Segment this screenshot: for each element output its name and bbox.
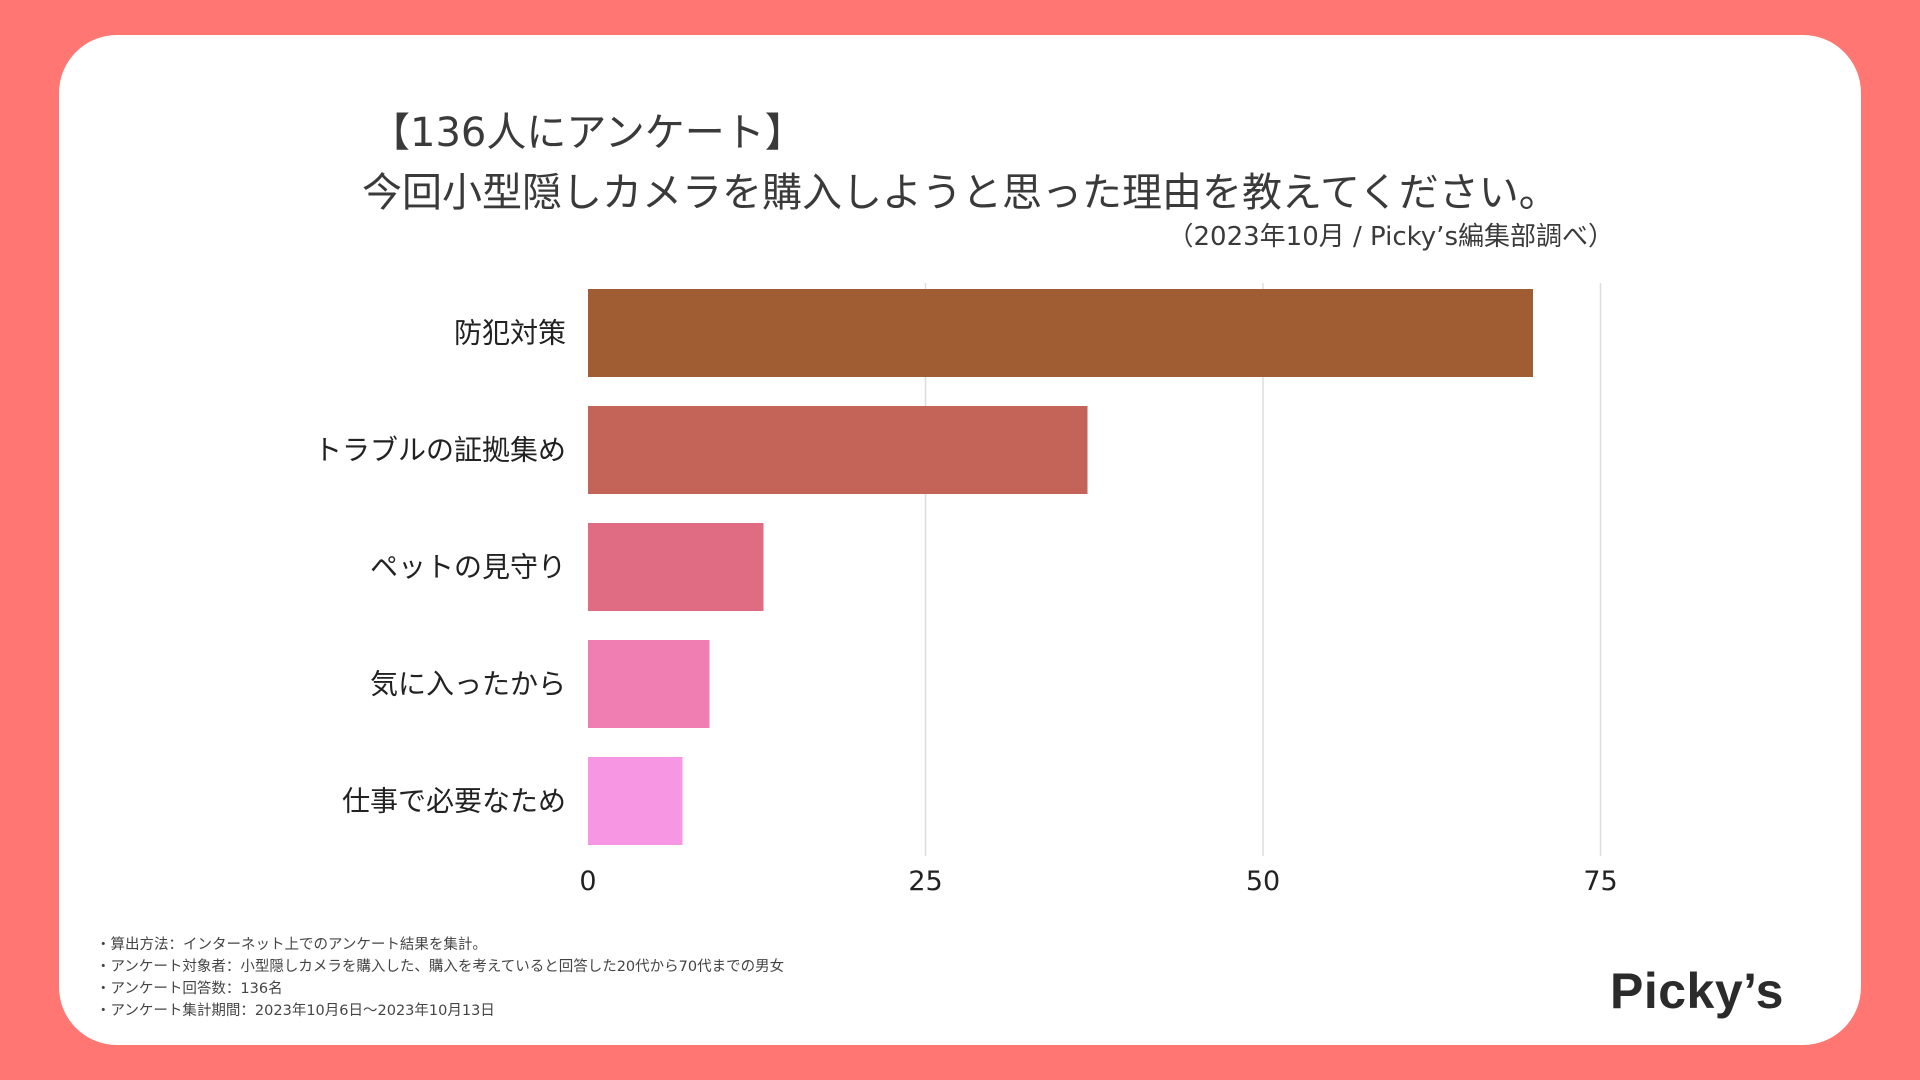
note-count: ・アンケート回答数：136名 — [96, 981, 283, 997]
category-label-3: ペットの見守り — [370, 551, 566, 584]
pickys-logo: Picky’s — [1609, 963, 1784, 1019]
survey-notes: ・算出方法：インターネット上でのアンケート結果を集計。 ・アンケート対象者：小型… — [96, 934, 784, 1022]
card-panel — [59, 35, 1861, 1045]
note-period: ・アンケート集計期間：2023年10月6日〜2023年10月13日 — [96, 1003, 495, 1019]
x-tick-label-25: 25 — [908, 866, 942, 897]
bar-1 — [588, 289, 1533, 377]
x-tick-label-75: 75 — [1583, 866, 1617, 897]
chart-title-line2: 今回小型隠しカメラを購入しようと思った理由を教えてください。 — [362, 170, 1559, 216]
source-note: （2023年10月 / Picky’s編集部調べ） — [1167, 222, 1615, 252]
x-tick-label-0: 0 — [579, 866, 596, 897]
bar-2 — [588, 406, 1088, 494]
note-method: ・算出方法：インターネット上でのアンケート結果を集計。 — [96, 937, 487, 953]
chart-title-line1: 【136人にアンケート】 — [370, 110, 805, 156]
bar-3 — [588, 523, 764, 611]
category-label-1: 防犯対策 — [454, 317, 566, 350]
category-label-5: 仕事で必要なため — [342, 785, 566, 818]
x-tick-label-50: 50 — [1246, 866, 1280, 897]
category-label-4: 気に入ったから — [370, 668, 566, 701]
bar-5 — [588, 757, 683, 845]
bar-4 — [588, 640, 710, 728]
category-label-2: トラブルの証拠集め — [314, 434, 566, 467]
note-target: ・アンケート対象者：小型隠しカメラを購入した、購入を考えていると回答した20代か… — [96, 959, 785, 975]
